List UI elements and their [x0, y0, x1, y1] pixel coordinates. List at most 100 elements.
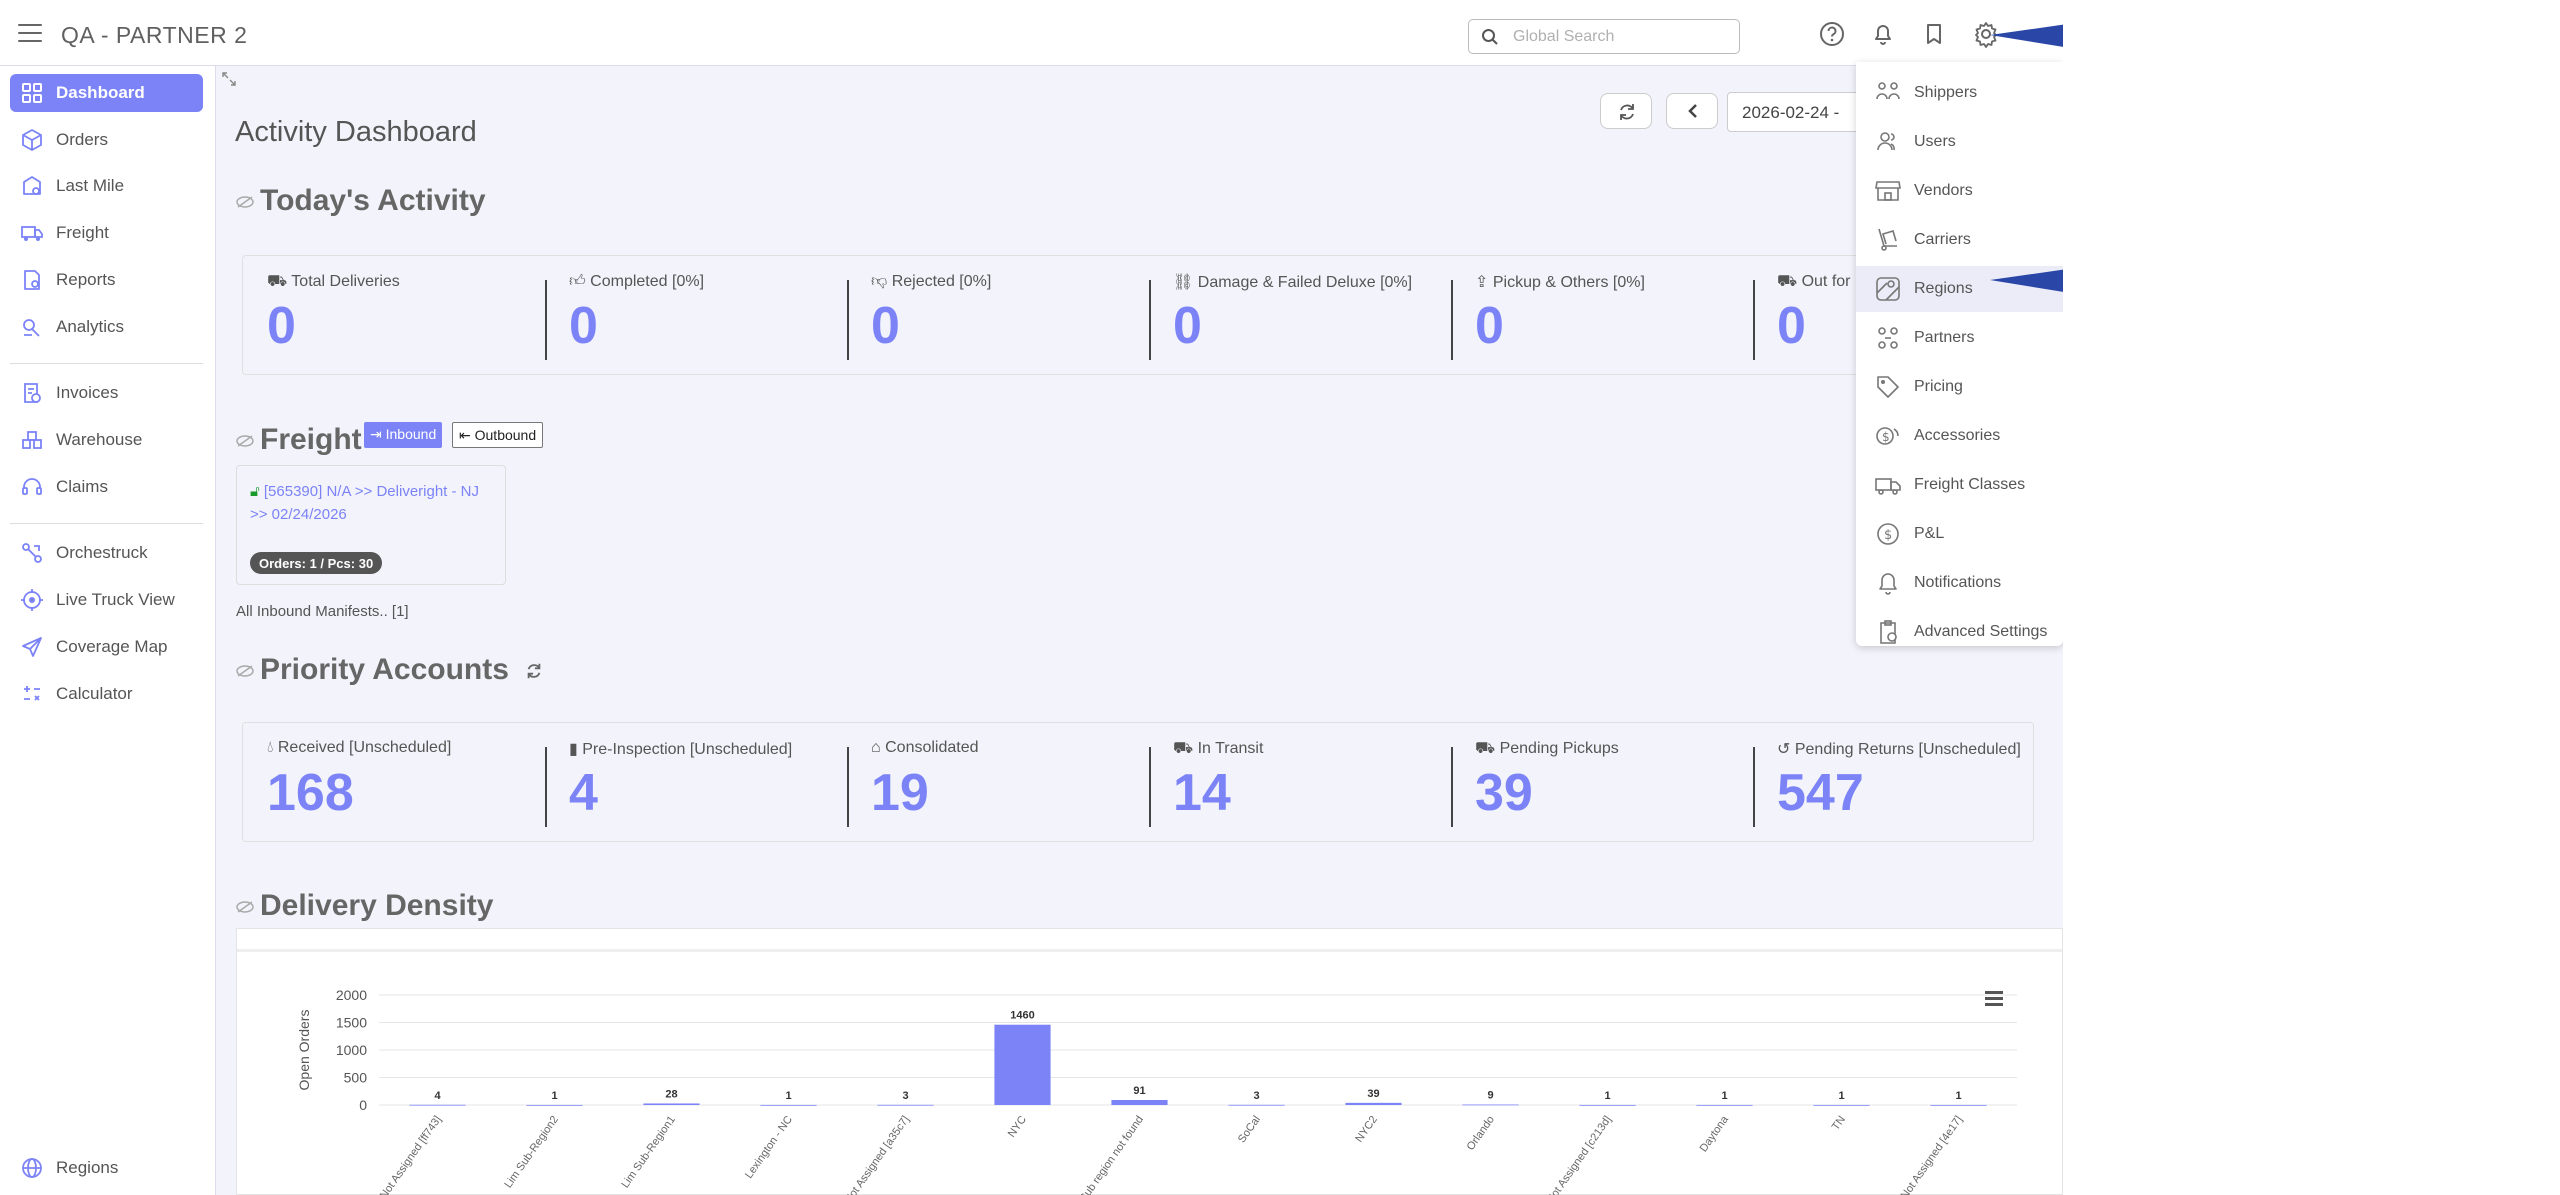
manifest-link[interactable]: 🔓︎ [565390] N/A >> Deliveright - NJ >> 0…	[250, 480, 495, 526]
stat-value: 547	[1777, 764, 1864, 822]
x-tick-label: Not Assigned [c213d]	[1544, 1114, 1613, 1195]
calculator-icon	[24, 686, 40, 701]
chart-menu-button[interactable]	[1983, 989, 2005, 1007]
sidebar-item-dashboard[interactable]: Dashboard	[10, 74, 203, 112]
money-icon: $	[1877, 523, 1899, 545]
sidebar-item-label: Reports	[56, 270, 116, 289]
help-icon[interactable]	[1818, 20, 1846, 48]
undo-icon: ↺	[1777, 741, 1795, 758]
sidebar-item-regions[interactable]: Regions	[10, 1149, 203, 1187]
stat-label: Received [Unscheduled]	[277, 739, 452, 756]
divider	[847, 280, 849, 360]
sidebar-item-live-truck-view[interactable]: Live Truck View	[10, 581, 203, 619]
x-tick-label: Lexington - NC	[743, 1114, 795, 1181]
bar-data-label: 1	[1955, 1090, 1961, 1102]
chart-bar	[1111, 1099, 1168, 1105]
sidebar-item-label: Orchestruck	[56, 543, 148, 562]
manifest-link-text: [565390] N/A >> Deliveright - NJ >> 02/2…	[250, 483, 480, 523]
sidebar-item-reports[interactable]: Reports	[10, 261, 203, 299]
eye-slash-icon[interactable]	[236, 435, 254, 447]
outbound-toggle[interactable]: ⇤ Outbound	[452, 422, 544, 448]
settings-menu-item-pricing[interactable]: Pricing	[1856, 364, 2063, 410]
stat-pending-pickups[interactable]: ⛟ Pending Pickups 39	[1451, 723, 1751, 841]
x-tick-label: Orlando	[1465, 1114, 1497, 1153]
settings-menu-item-carriers[interactable]: Carriers	[1856, 217, 2063, 263]
stat-in-transit[interactable]: ⛟ In Transit 14	[1149, 723, 1449, 841]
sidebar-item-warehouse[interactable]: Warehouse	[10, 421, 203, 459]
x-tick-label: Sub region not found	[1078, 1114, 1146, 1195]
stat-pending-returns[interactable]: ↺ Pending Returns [Unscheduled] 547	[1753, 723, 2033, 841]
sidebar-item-claims[interactable]: Claims	[10, 468, 203, 506]
sidebar-item-label: Coverage Map	[56, 637, 168, 656]
eye-slash-icon[interactable]	[236, 665, 254, 677]
divider	[1451, 747, 1453, 827]
thumbs-down-icon: 👎︎	[871, 273, 892, 290]
hamburger-menu-icon[interactable]	[18, 24, 42, 42]
stat-damage-failed: ⛓ Damage & Failed Deluxe [0%] 0	[1149, 256, 1449, 374]
settings-menu-item-p-l[interactable]: $ P&L	[1856, 511, 2063, 557]
annotation-arrow	[1990, 24, 2063, 47]
gear-icon[interactable]	[1972, 20, 2000, 48]
stat-label: Out for D	[1801, 273, 1867, 290]
settings-menu-item-accessories[interactable]: $ Accessories	[1856, 413, 2063, 459]
sidebar-item-label: Invoices	[56, 383, 119, 402]
settings-menu-item-regions[interactable]: Regions	[1856, 266, 2063, 312]
sidebar-item-last-mile[interactable]: Last Mile	[10, 167, 203, 205]
sidebar-item-invoices[interactable]: Invoices	[10, 374, 203, 412]
priority-accounts-stats: 💧︎ Received [Unscheduled] 168 ▮ Pre-Insp…	[242, 722, 2034, 842]
section-title: Priority Accounts	[260, 653, 509, 686]
settings-menu-item-label: Advanced Settings	[1914, 623, 2048, 640]
sidebar-item-analytics[interactable]: Analytics	[10, 308, 203, 346]
stat-pre-inspection[interactable]: ▮ Pre-Inspection [Unscheduled] 4	[545, 723, 845, 841]
sidebar-item-orders[interactable]: Orders	[10, 121, 203, 159]
x-tick-label: NYC2	[1353, 1114, 1380, 1145]
x-tick-label: NYC	[1006, 1114, 1029, 1140]
x-tick-label: Not Assigned [4e17]	[1899, 1114, 1965, 1195]
refresh-button[interactable]	[1600, 93, 1652, 129]
chart-bar	[1462, 1104, 1519, 1106]
sidebar-item-label: Calculator	[56, 684, 133, 703]
stat-value: 0	[1777, 297, 1806, 355]
manifest-summary[interactable]: All Inbound Manifests.. [1]	[236, 603, 409, 620]
sidebar-item-coverage-map[interactable]: Coverage Map	[10, 628, 203, 666]
truck-icon	[1875, 478, 1901, 495]
previous-date-button[interactable]	[1666, 93, 1718, 129]
stat-label: Rejected [0%]	[891, 273, 992, 290]
date-range-field[interactable]: 2026-02-24 -	[1727, 92, 1877, 132]
stat-value: 0	[871, 297, 900, 355]
y-tick-label: 0	[359, 1097, 367, 1113]
y-axis-label: Open Orders	[296, 1010, 312, 1091]
bookmark-icon[interactable]	[1920, 20, 1948, 48]
refresh-icon[interactable]	[525, 662, 543, 680]
manifest-card: 🔓︎ [565390] N/A >> Deliveright - NJ >> 0…	[236, 465, 506, 585]
coins-icon: $	[1876, 427, 1899, 445]
eye-slash-icon[interactable]	[236, 901, 254, 913]
stat-consolidated[interactable]: ⌂ Consolidated 19	[847, 723, 1147, 841]
inbound-toggle[interactable]: ⇥ Inbound	[364, 422, 443, 448]
bar-data-label: 4	[434, 1090, 441, 1102]
sidebar-item-calculator[interactable]: Calculator	[10, 675, 203, 713]
send-icon	[22, 637, 42, 657]
sidebar-item-freight[interactable]: Freight	[10, 214, 203, 252]
settings-menu-item-advanced-settings[interactable]: Advanced Settings	[1856, 609, 2063, 655]
truck-icon: ⛟	[1173, 740, 1198, 757]
sidebar-item-orchestruck[interactable]: Orchestruck	[10, 534, 203, 572]
settings-menu-item-shippers[interactable]: Shippers	[1856, 70, 2063, 116]
stat-received[interactable]: 💧︎ Received [Unscheduled] 168	[243, 723, 543, 841]
settings-menu-item-freight-classes[interactable]: Freight Classes	[1856, 462, 2063, 508]
sidebar-item-label: Orders	[56, 130, 108, 149]
global-search[interactable]	[1468, 19, 1740, 54]
settings-menu-item-partners[interactable]: Partners	[1856, 315, 2063, 361]
dolly-icon	[1878, 228, 1897, 251]
page-title: Activity Dashboard	[235, 116, 477, 148]
settings-menu-item-notifications[interactable]: Notifications	[1856, 560, 2063, 606]
warehouse-icon	[22, 431, 42, 449]
divider	[545, 747, 547, 827]
settings-menu-item-users[interactable]: Users	[1856, 119, 2063, 165]
search-input[interactable]	[1513, 26, 1723, 48]
settings-menu-item-vendors[interactable]: Vendors	[1856, 168, 2063, 214]
expand-icon[interactable]	[222, 72, 236, 86]
bell-icon[interactable]	[1869, 20, 1897, 48]
chart-bar	[1696, 1104, 1753, 1106]
eye-slash-icon[interactable]	[236, 196, 254, 208]
